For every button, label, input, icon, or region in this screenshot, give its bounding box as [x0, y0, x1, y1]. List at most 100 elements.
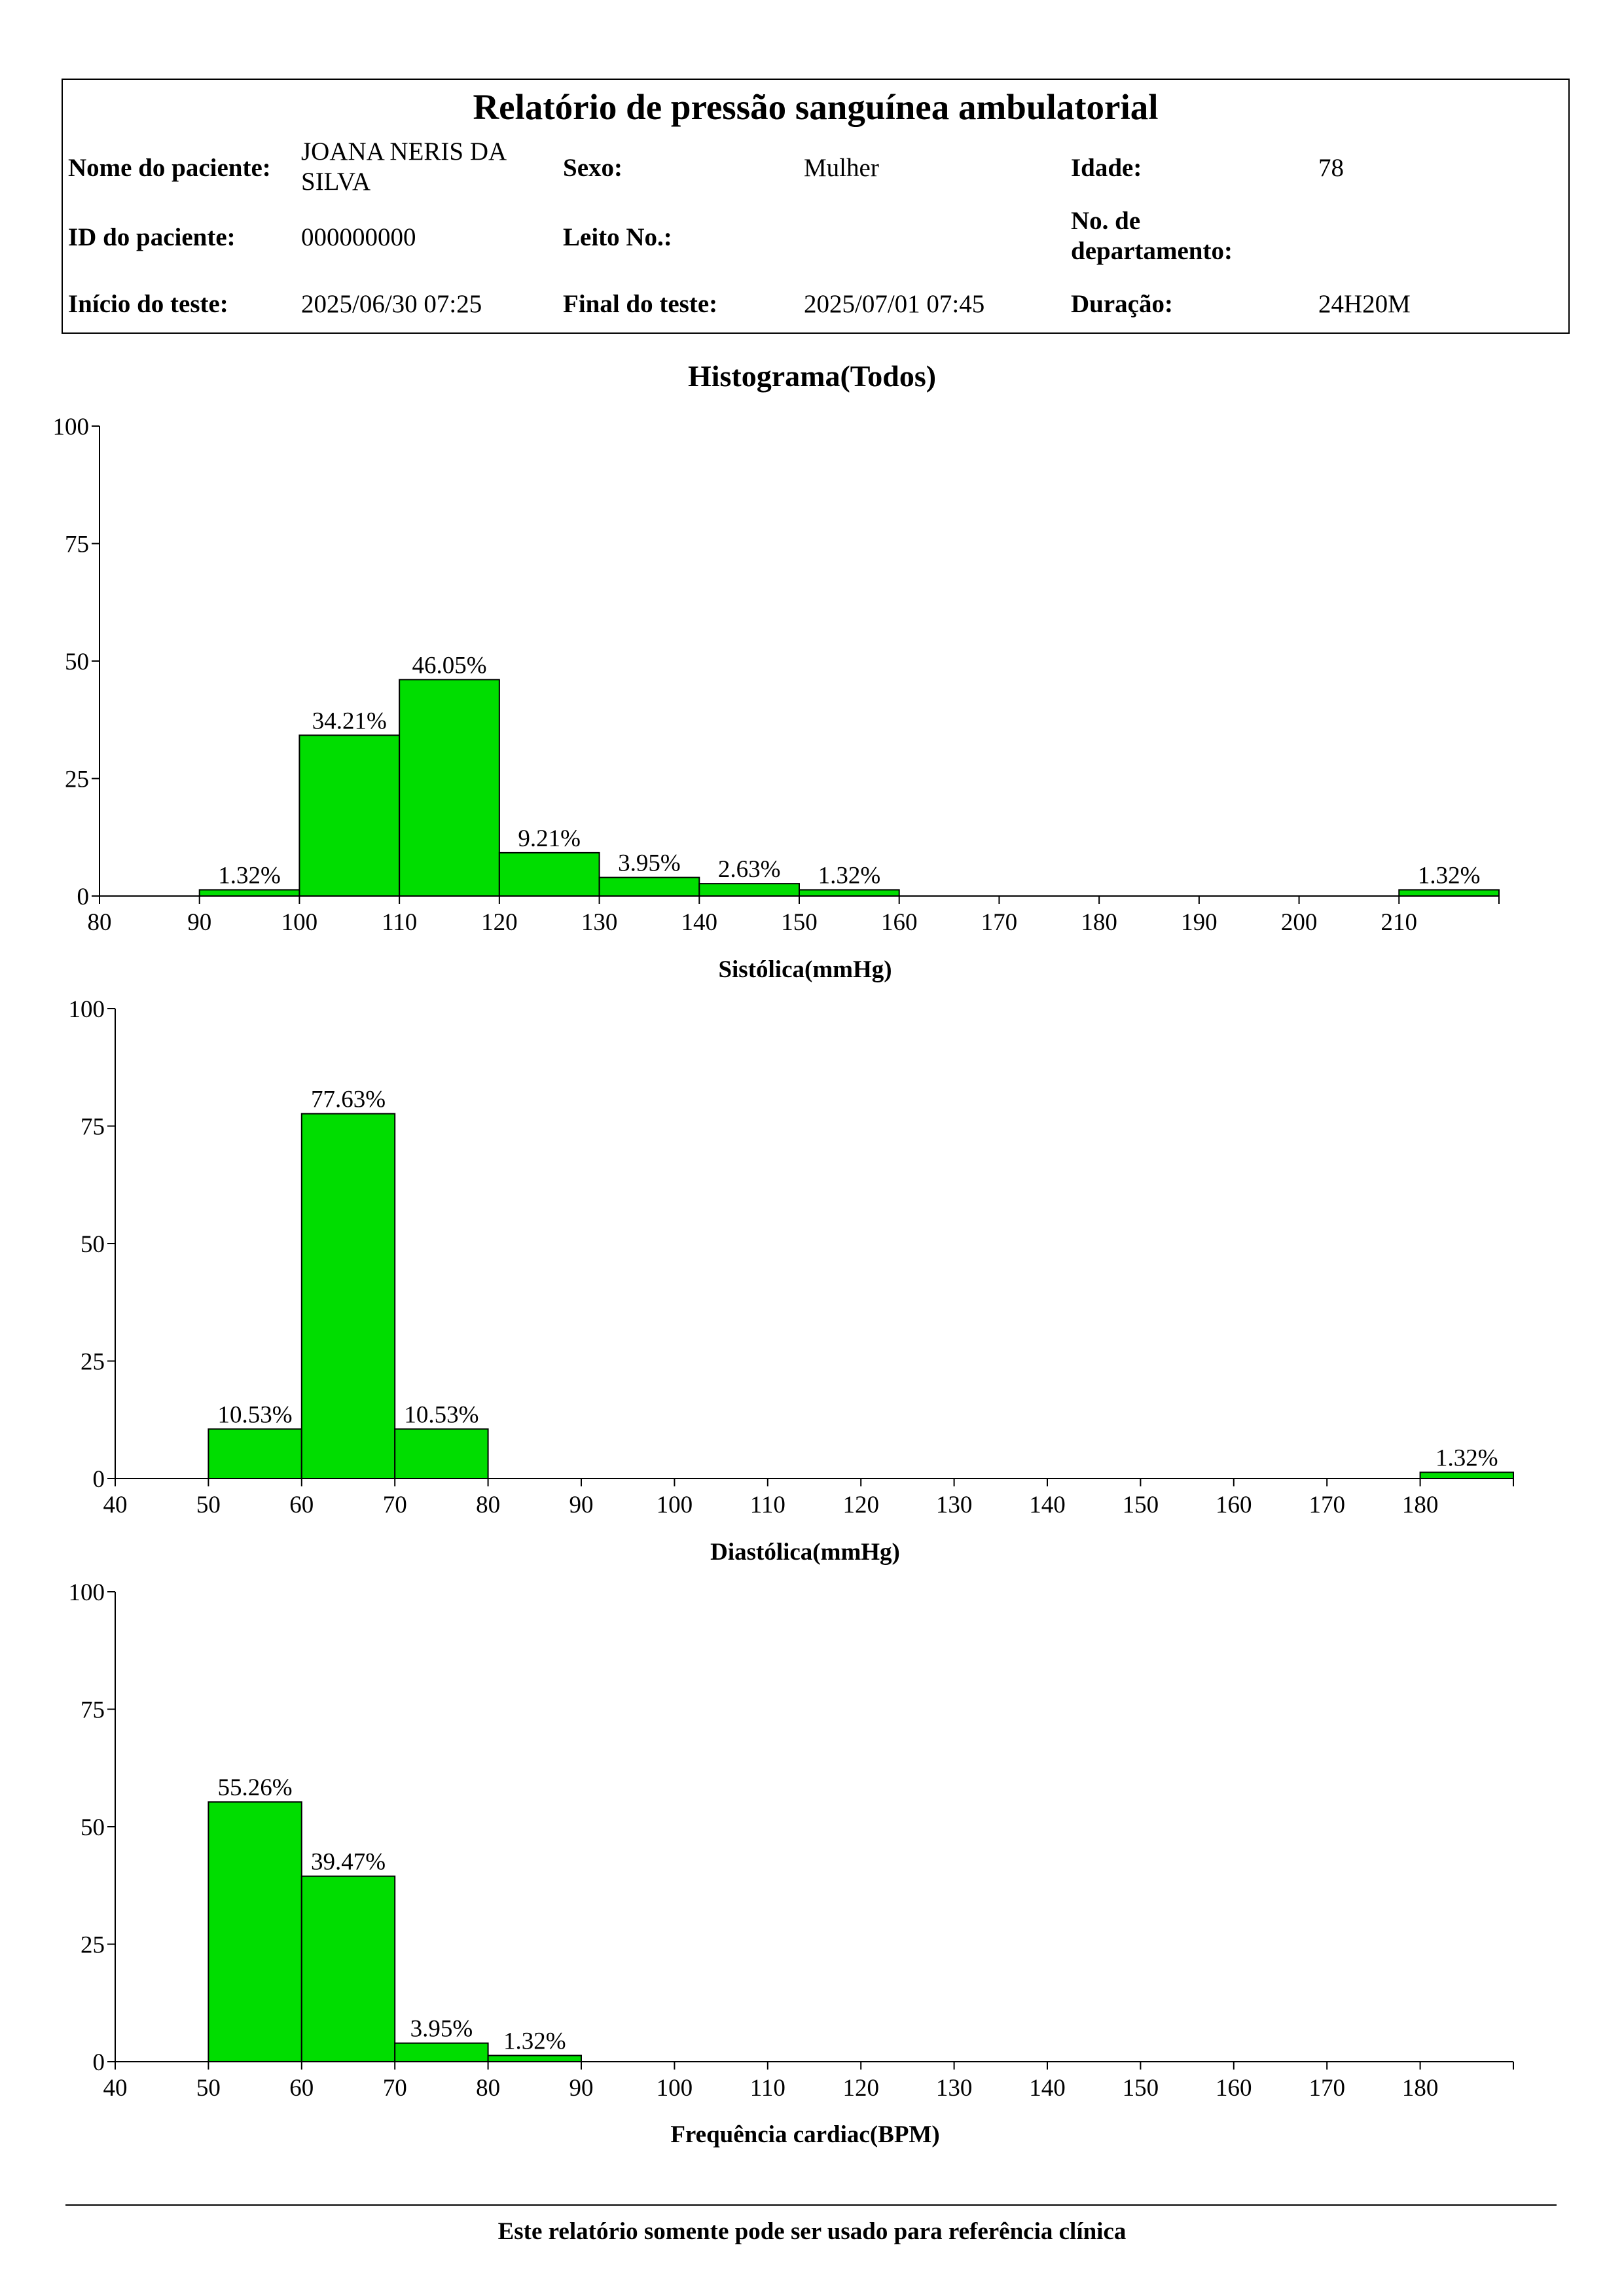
heart-rate-y-tick-label: 0 [93, 2049, 105, 2076]
heart-rate-y-tick-label: 100 [69, 1579, 105, 1606]
bed-label: Leito No.: [563, 223, 672, 251]
sex-label: Sexo: [563, 154, 623, 182]
heart-rate-x-tick-label: 140 [1029, 2075, 1066, 2102]
systolic-bar-label: 1.32% [218, 863, 281, 889]
systolic-x-tick-label: 180 [1081, 909, 1117, 936]
heart-rate-bar [394, 2042, 489, 2062]
start-value: 2025/06/30 07:25 [301, 290, 482, 318]
systolic-bar-label: 3.95% [618, 850, 681, 877]
diastolic-x-tick-label: 60 [289, 1492, 314, 1518]
patient-name: JOANA NERIS DA SILVA [301, 137, 507, 197]
patient-info-box: Relatório de pressão sanguínea ambulator… [62, 79, 1570, 334]
systolic-x-tick-label: 130 [581, 909, 618, 936]
diastolic-x-tick-label: 140 [1029, 1492, 1066, 1518]
systolic-x-tick-label: 100 [281, 909, 318, 936]
systolic-bar [399, 679, 500, 897]
heart-rate-bar-label: 55.26% [218, 1774, 293, 1801]
systolic-x-tick-label: 170 [981, 909, 1018, 936]
footer-divider [65, 2204, 1557, 2206]
diastolic-bar [394, 1428, 489, 1479]
systolic-bar [298, 734, 401, 897]
patient-name-line1: JOANA NERIS DA [301, 137, 507, 166]
heart-rate-bar [300, 1875, 396, 2063]
department-label: No. de departamento: [1071, 206, 1233, 266]
diastolic-x-tick-label: 100 [657, 1492, 693, 1518]
patient-name-line2: SILVA [301, 168, 371, 196]
systolic-x-tick-label: 80 [88, 909, 112, 936]
systolic-y-tick-label: 25 [65, 766, 89, 793]
heart-rate-x-tick-label: 120 [842, 2075, 879, 2102]
department-label-line2: departamento: [1071, 237, 1233, 265]
heart-rate-x-tick-label: 50 [196, 2075, 221, 2102]
age-value: 78 [1318, 154, 1344, 182]
systolic-x-tick-label: 90 [187, 909, 211, 936]
diastolic-bar [300, 1113, 396, 1479]
department-label-line1: No. de [1071, 207, 1141, 235]
diastolic-x-tick-label: 170 [1308, 1492, 1345, 1518]
diastolic-x-tick-label: 150 [1123, 1492, 1159, 1518]
diastolic-x-tick-label: 130 [936, 1492, 973, 1518]
diastolic-axis-title: Diastólica(mmHg) [710, 1539, 900, 1566]
systolic-bar [198, 889, 300, 897]
heart-rate-x-tick-label: 130 [936, 2075, 973, 2102]
systolic-bar [698, 883, 801, 897]
heart-rate-bar-label: 3.95% [410, 2016, 473, 2043]
heart-rate-x-tick-label: 80 [476, 2075, 500, 2102]
report-title: Relatório de pressão sanguínea ambulator… [473, 87, 1159, 127]
systolic-y-tick-label: 75 [65, 531, 89, 558]
systolic-bar [498, 852, 600, 897]
diastolic-x-tick-label: 70 [383, 1492, 407, 1518]
systolic-x-tick-label: 120 [481, 909, 518, 936]
heart-rate-x-tick-label: 180 [1402, 2075, 1439, 2102]
diastolic-y-tick-label: 25 [81, 1349, 105, 1376]
systolic-y-tick-label: 0 [77, 884, 90, 910]
diastolic-bar-label: 1.32% [1435, 1445, 1498, 1472]
heart-rate-x-tick-label: 60 [289, 2075, 314, 2102]
systolic-bar-label: 2.63% [718, 856, 781, 883]
diastolic-x-tick-label: 90 [569, 1492, 594, 1518]
diastolic-x-tick-label: 40 [103, 1492, 128, 1518]
patient-name-label: Nome do paciente: [68, 154, 271, 182]
heart-rate-x-tick-label: 160 [1216, 2075, 1252, 2102]
diastolic-bar-label: 10.53% [404, 1401, 478, 1428]
diastolic-x-tick-label: 110 [750, 1492, 785, 1518]
heart-rate-y-tick-label: 50 [81, 1814, 105, 1841]
end-value: 2025/07/01 07:45 [804, 290, 985, 318]
systolic-axis-title: Sistólica(mmHg) [718, 956, 892, 983]
duration-label: Duração: [1071, 290, 1173, 318]
diastolic-x-tick-label: 80 [476, 1492, 500, 1518]
heart-rate-bar-label: 1.32% [503, 2028, 566, 2055]
diastolic-y-tick-label: 100 [69, 996, 105, 1023]
heart-rate-bar [208, 1801, 302, 2062]
systolic-bar-label: 46.05% [412, 652, 486, 679]
patient-id-label: ID do paciente: [68, 223, 236, 251]
diastolic-bar-label: 77.63% [311, 1086, 386, 1113]
diastolic-bar [208, 1428, 302, 1479]
systolic-bar [799, 889, 900, 897]
systolic-x-tick-label: 200 [1281, 909, 1318, 936]
systolic-x-tick-label: 140 [681, 909, 718, 936]
footer-note: Este relatório somente pode ser usado pa… [497, 2218, 1127, 2245]
systolic-x-tick-label: 210 [1381, 909, 1418, 936]
diastolic-bar [1419, 1471, 1515, 1480]
heart-rate-x-tick-label: 40 [103, 2075, 128, 2102]
heart-rate-bar-label: 39.47% [311, 1849, 386, 1876]
histogram-charts: 1.32% 34.21% 46.05% 9.21% 3.95% 2.63% 1.32% 1.3… [53, 414, 1515, 2102]
systolic-x-tick-label: 110 [382, 909, 417, 936]
heart-rate-y-tick-label: 75 [81, 1697, 105, 1724]
heart-rate-x-tick-label: 70 [383, 2075, 407, 2102]
systolic-x-tick-label: 190 [1181, 909, 1218, 936]
heart-rate-x-tick-label: 100 [657, 2075, 693, 2102]
diastolic-bar-label: 10.53% [218, 1401, 293, 1428]
diastolic-x-tick-label: 180 [1402, 1492, 1439, 1518]
systolic-bar-label: 34.21% [312, 708, 387, 734]
systolic-bar [598, 876, 700, 897]
heart-rate-x-tick-label: 150 [1123, 2075, 1159, 2102]
systolic-y-tick-label: 100 [53, 414, 90, 440]
systolic-bar [1398, 889, 1500, 897]
systolic-x-tick-label: 150 [781, 909, 818, 936]
diastolic-y-tick-label: 50 [81, 1231, 105, 1258]
systolic-bar-label: 9.21% [518, 825, 581, 852]
heart-rate-x-tick-label: 90 [569, 2075, 594, 2102]
end-label: Final do teste: [563, 290, 718, 318]
